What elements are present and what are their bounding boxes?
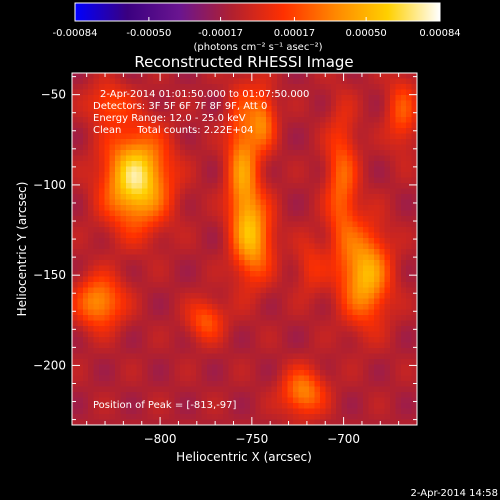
axis-ticks: −800 −750 −700 −50 −100 −150 −200 <box>33 73 418 446</box>
y-axis-label: Heliocentric Y (arcsec) <box>15 182 29 317</box>
info-annotations: 2-Apr-2014 01:01:50.000 to 01:07:50.000 … <box>93 89 309 411</box>
info-peak-position: Position of Peak = [-813,-97] <box>93 400 237 411</box>
y-tick-label: −200 <box>33 358 66 372</box>
colorbar-ticks: -0.00084 -0.00050 -0.00017 0.00017 0.00050 0.… <box>53 17 461 39</box>
plot-title: Reconstructed RHESSI Image <box>134 53 353 71</box>
colorbar-tick-label: 0.00084 <box>419 28 460 39</box>
footer-timestamp: 2-Apr-2014 14:58 <box>411 488 498 499</box>
colorbar-unit-label: (photons cm⁻² s⁻¹ asec⁻²) <box>193 42 322 53</box>
y-tick-label: −100 <box>33 178 66 192</box>
x-tick-label: −800 <box>144 432 177 446</box>
y-tick-label: −150 <box>33 268 66 282</box>
info-energy-range: Energy Range: 12.0 - 25.0 keV <box>93 113 246 124</box>
colorbar: -0.00084 -0.00050 -0.00017 0.00017 0.00050 0.… <box>53 2 461 53</box>
colorbar-tick-label: 0.00050 <box>345 28 386 39</box>
info-clean-counts: Clean Total counts: 2.22E+04 <box>93 125 253 136</box>
x-axis-label: Heliocentric X (arcsec) <box>176 450 312 464</box>
colorbar-tick-label: -0.00084 <box>53 28 98 39</box>
y-tick-label: −50 <box>41 88 66 102</box>
heatmap: −800 −750 −700 −50 −100 −150 −200 <box>33 72 418 446</box>
colorbar-tick-label: -0.00050 <box>126 28 171 39</box>
info-time-range: 2-Apr-2014 01:01:50.000 to 01:07:50.000 <box>100 89 309 100</box>
colorbar-tick-label: 0.00017 <box>274 28 315 39</box>
heatmap-image <box>72 73 417 425</box>
plot-frame <box>71 72 418 426</box>
info-detectors: Detectors: 3F 5F 6F 7F 8F 9F, Att 0 <box>93 101 267 112</box>
colorbar-tick-label: -0.00017 <box>198 28 243 39</box>
colorbar-gradient <box>74 2 441 22</box>
x-tick-label: −700 <box>327 432 360 446</box>
x-tick-label: −750 <box>235 432 268 446</box>
